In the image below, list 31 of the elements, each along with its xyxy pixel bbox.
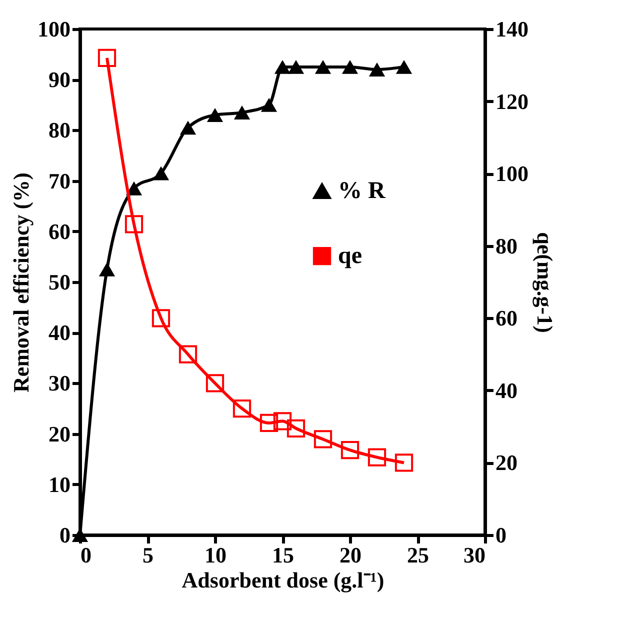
y-tick-label: 0: [60, 522, 70, 548]
y2-tick-label: 0: [496, 522, 506, 548]
x-tick-label: 0: [80, 542, 92, 568]
legend-label: % R: [338, 178, 386, 204]
y-tick-label: 10: [48, 472, 70, 497]
x-axis-title: Adsorbent dose (g.l⁻¹): [182, 568, 384, 592]
x-tick-label: 15: [272, 542, 294, 568]
y-tick-label: 60: [48, 218, 70, 244]
y2-tick-label: 120: [496, 88, 528, 114]
x-tick-label: 20: [340, 542, 362, 568]
x-tick-label: 30: [464, 542, 486, 568]
y2-tick-label: 140: [496, 16, 528, 42]
y-tick-label: 20: [48, 421, 70, 446]
x-tick-label: 25: [407, 542, 429, 568]
y-tick-label: 50: [48, 270, 70, 294]
y-tick-label: 100: [38, 16, 70, 42]
y-tick-label: 80: [48, 118, 70, 143]
y2-axis-title: qe(mg.g-1): [532, 232, 558, 333]
y-tick-label: 90: [48, 67, 70, 92]
y2-tick-label: 100: [496, 161, 528, 186]
y2-tick-label: 80: [496, 233, 518, 258]
y-axis-title: Removal efficiency (%): [8, 172, 34, 392]
x-tick-label: 5: [142, 542, 154, 568]
y-tick-label: 30: [48, 370, 70, 396]
legend-label: qe: [338, 243, 362, 269]
y2-tick-label: 40: [496, 378, 518, 403]
y-tick-label: 70: [48, 168, 70, 194]
y2-tick-label: 20: [496, 450, 518, 476]
y-tick-label: 40: [48, 320, 70, 346]
x-tick-label: 10: [204, 542, 226, 568]
y2-tick-label: 60: [496, 306, 518, 331]
